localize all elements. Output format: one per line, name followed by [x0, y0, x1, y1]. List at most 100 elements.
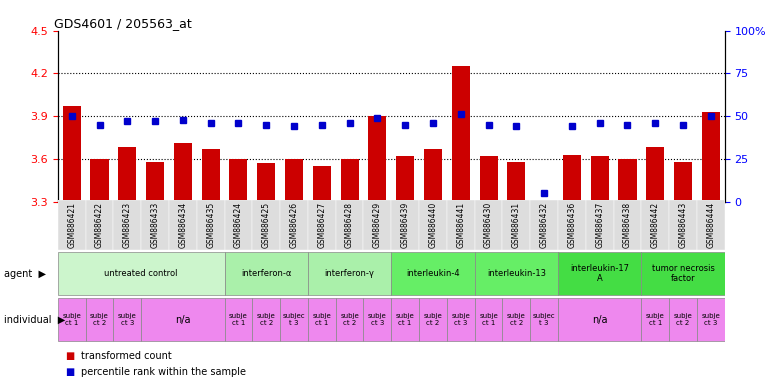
Text: percentile rank within the sample: percentile rank within the sample	[81, 366, 246, 377]
Text: subje
ct 3: subje ct 3	[702, 313, 720, 326]
Text: subje
ct 2: subje ct 2	[90, 313, 109, 326]
Bar	[475, 298, 503, 341]
Text: GSM886425: GSM886425	[261, 202, 271, 248]
Bar	[530, 298, 558, 341]
Bar	[285, 159, 303, 202]
Text: GSM886436: GSM886436	[567, 202, 577, 248]
Bar	[697, 298, 725, 341]
Text: subje
ct 1: subje ct 1	[312, 313, 332, 326]
Text: GSM886421: GSM886421	[67, 202, 76, 248]
Bar	[563, 155, 581, 202]
Bar	[58, 298, 86, 341]
Text: subje
ct 2: subje ct 2	[340, 313, 359, 326]
Text: GSM886428: GSM886428	[345, 202, 354, 248]
Text: ■: ■	[66, 351, 75, 361]
Text: GSM886426: GSM886426	[290, 202, 298, 248]
Bar	[258, 163, 275, 202]
Bar	[419, 200, 447, 250]
Bar	[118, 147, 136, 202]
Text: transformed count: transformed count	[81, 351, 172, 361]
Bar	[646, 147, 665, 202]
Bar	[313, 166, 331, 202]
Text: GSM886430: GSM886430	[484, 202, 493, 248]
Text: GSM886442: GSM886442	[651, 202, 660, 248]
Bar	[335, 200, 363, 250]
Bar	[447, 200, 475, 250]
Text: GSM886433: GSM886433	[150, 202, 160, 248]
Text: subjec
t 3: subjec t 3	[533, 313, 555, 326]
Bar	[669, 200, 697, 250]
Text: GSM886432: GSM886432	[540, 202, 549, 248]
Text: ■: ■	[66, 366, 75, 377]
Bar	[391, 200, 419, 250]
Text: n/a: n/a	[592, 314, 608, 325]
Bar	[308, 252, 391, 295]
Bar	[363, 200, 391, 250]
Text: subje
ct 2: subje ct 2	[257, 313, 275, 326]
Bar	[424, 149, 442, 202]
Text: interleukin-4: interleukin-4	[406, 269, 460, 278]
Bar	[252, 298, 280, 341]
Bar	[558, 200, 586, 250]
Text: untreated control: untreated control	[104, 269, 178, 278]
Text: subje
ct 2: subje ct 2	[423, 313, 443, 326]
Bar	[641, 200, 669, 250]
Bar	[558, 298, 641, 341]
Text: subje
ct 2: subje ct 2	[674, 313, 692, 326]
Bar	[503, 298, 530, 341]
Text: interferon-γ: interferon-γ	[325, 269, 375, 278]
Bar	[591, 156, 609, 202]
Text: subje
ct 1: subje ct 1	[229, 313, 247, 326]
Bar	[280, 200, 308, 250]
Text: GSM886444: GSM886444	[706, 202, 715, 248]
Bar	[146, 162, 164, 202]
Text: individual  ▶: individual ▶	[4, 314, 65, 325]
Bar	[252, 200, 280, 250]
Bar	[507, 162, 525, 202]
Bar	[535, 200, 553, 202]
Bar	[224, 298, 252, 341]
Bar	[58, 252, 224, 295]
Bar	[197, 200, 224, 250]
Text: GSM886440: GSM886440	[429, 202, 437, 248]
Bar	[369, 116, 386, 202]
Bar	[230, 159, 247, 202]
Bar	[391, 298, 419, 341]
Bar	[475, 252, 558, 295]
Text: GSM886423: GSM886423	[123, 202, 132, 248]
Text: GSM886438: GSM886438	[623, 202, 632, 248]
Text: GSM886427: GSM886427	[318, 202, 326, 248]
Text: subje
ct 1: subje ct 1	[479, 313, 498, 326]
Bar	[173, 143, 192, 202]
Bar	[586, 200, 614, 250]
Bar	[419, 298, 447, 341]
Text: GSM886434: GSM886434	[178, 202, 187, 248]
Bar	[475, 200, 503, 250]
Bar	[396, 156, 414, 202]
Bar	[86, 200, 113, 250]
Bar	[90, 159, 109, 202]
Bar	[202, 149, 220, 202]
Bar	[308, 200, 335, 250]
Bar	[674, 162, 692, 202]
Bar	[169, 200, 197, 250]
Text: GSM886435: GSM886435	[206, 202, 215, 248]
Text: interferon-α: interferon-α	[241, 269, 291, 278]
Bar	[452, 66, 470, 202]
Bar	[341, 159, 359, 202]
Text: interleukin-17
A: interleukin-17 A	[571, 264, 629, 283]
Bar	[641, 252, 725, 295]
Bar	[614, 200, 641, 250]
Bar	[480, 156, 497, 202]
Bar	[113, 298, 141, 341]
Text: GSM886429: GSM886429	[373, 202, 382, 248]
Bar	[558, 252, 641, 295]
Text: subje
ct 3: subje ct 3	[118, 313, 136, 326]
Bar	[641, 298, 669, 341]
Text: GSM886439: GSM886439	[401, 202, 409, 248]
Bar	[62, 106, 81, 202]
Text: n/a: n/a	[175, 314, 190, 325]
Bar	[141, 200, 169, 250]
Text: subje
ct 3: subje ct 3	[451, 313, 470, 326]
Text: GSM886441: GSM886441	[456, 202, 465, 248]
